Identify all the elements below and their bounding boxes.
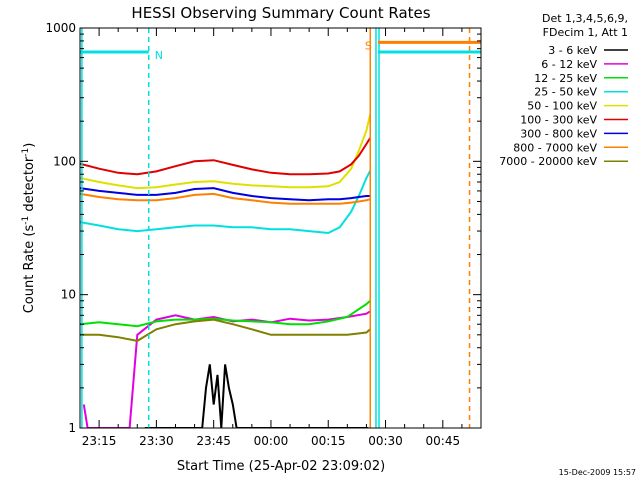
series-line-3 [80,170,372,235]
overlay-layer [80,28,481,428]
legend-label-0: 3 - 6 keV [548,44,597,57]
legend-label-2: 12 - 25 keV [534,72,597,85]
series-line-2 [80,300,371,328]
y-axis-label-sup2: -1 [21,148,31,157]
chart-title: HESSI Observing Summary Count Rates [131,4,430,22]
legend-label-4: 50 - 100 keV [527,100,597,113]
series-layer [80,114,372,428]
y-tick-label: 100 [53,154,76,168]
legend-label-7: 800 - 7000 keV [513,141,597,154]
legend-label-3: 25 - 50 keV [534,86,597,99]
y-tick-label: 10 [61,288,76,302]
legend-label-6: 300 - 800 keV [520,127,597,140]
x-tick-label: 00:15 [311,434,346,448]
series-line-5 [80,137,372,176]
footer-date: 15-Dec-2009 15:57 [559,468,636,477]
y-axis: 1 10 100 1000 [45,21,481,435]
x-axis: 23:15 23:30 23:45 00:00 00:15 00:30 00:45 [79,28,482,448]
series-line-4 [80,114,372,190]
x-axis-label: Start Time (25-Apr-02 23:09:02) [177,459,385,474]
y-tick-label: 1 [68,421,76,435]
x-tick-label: 00:00 [254,434,289,448]
flag-label-1: S [365,39,372,52]
series-line-1 [82,310,371,428]
y-axis-label-sup1: -1 [21,216,31,225]
flag-layer: NS [155,39,372,62]
x-tick-label: 00:45 [426,434,461,448]
series-line-0 [144,364,369,428]
x-tick-label: 23:15 [82,434,117,448]
flag-label-0: N [155,49,163,62]
y-axis-label-end: ) [22,143,37,148]
y-axis-label-main: Count Rate (s [22,225,37,314]
legend: Det 1,3,4,5,6,9, FDecim 1, Att 1 3 - 6 k… [499,12,628,168]
x-tick-label: 00:30 [368,434,403,448]
x-tick-label: 23:30 [139,434,174,448]
x-tick-label: 23:45 [196,434,231,448]
series-line-7 [80,192,371,205]
legend-header-line2: FDecim 1, Att 1 [543,26,628,39]
legend-header-line1: Det 1,3,4,5,6,9, [542,12,628,25]
legend-label-8: 7000 - 20000 keV [499,155,597,168]
legend-label-5: 100 - 300 keV [520,114,597,127]
y-axis-label: Count Rate (s-1 detector-1) [21,143,37,314]
y-tick-label: 1000 [45,21,76,35]
y-axis-label-mid: detector [22,156,37,216]
series-line-6 [80,187,371,202]
plot-frame [79,27,482,429]
series-line-8 [80,318,371,342]
legend-label-1: 6 - 12 keV [541,58,597,71]
